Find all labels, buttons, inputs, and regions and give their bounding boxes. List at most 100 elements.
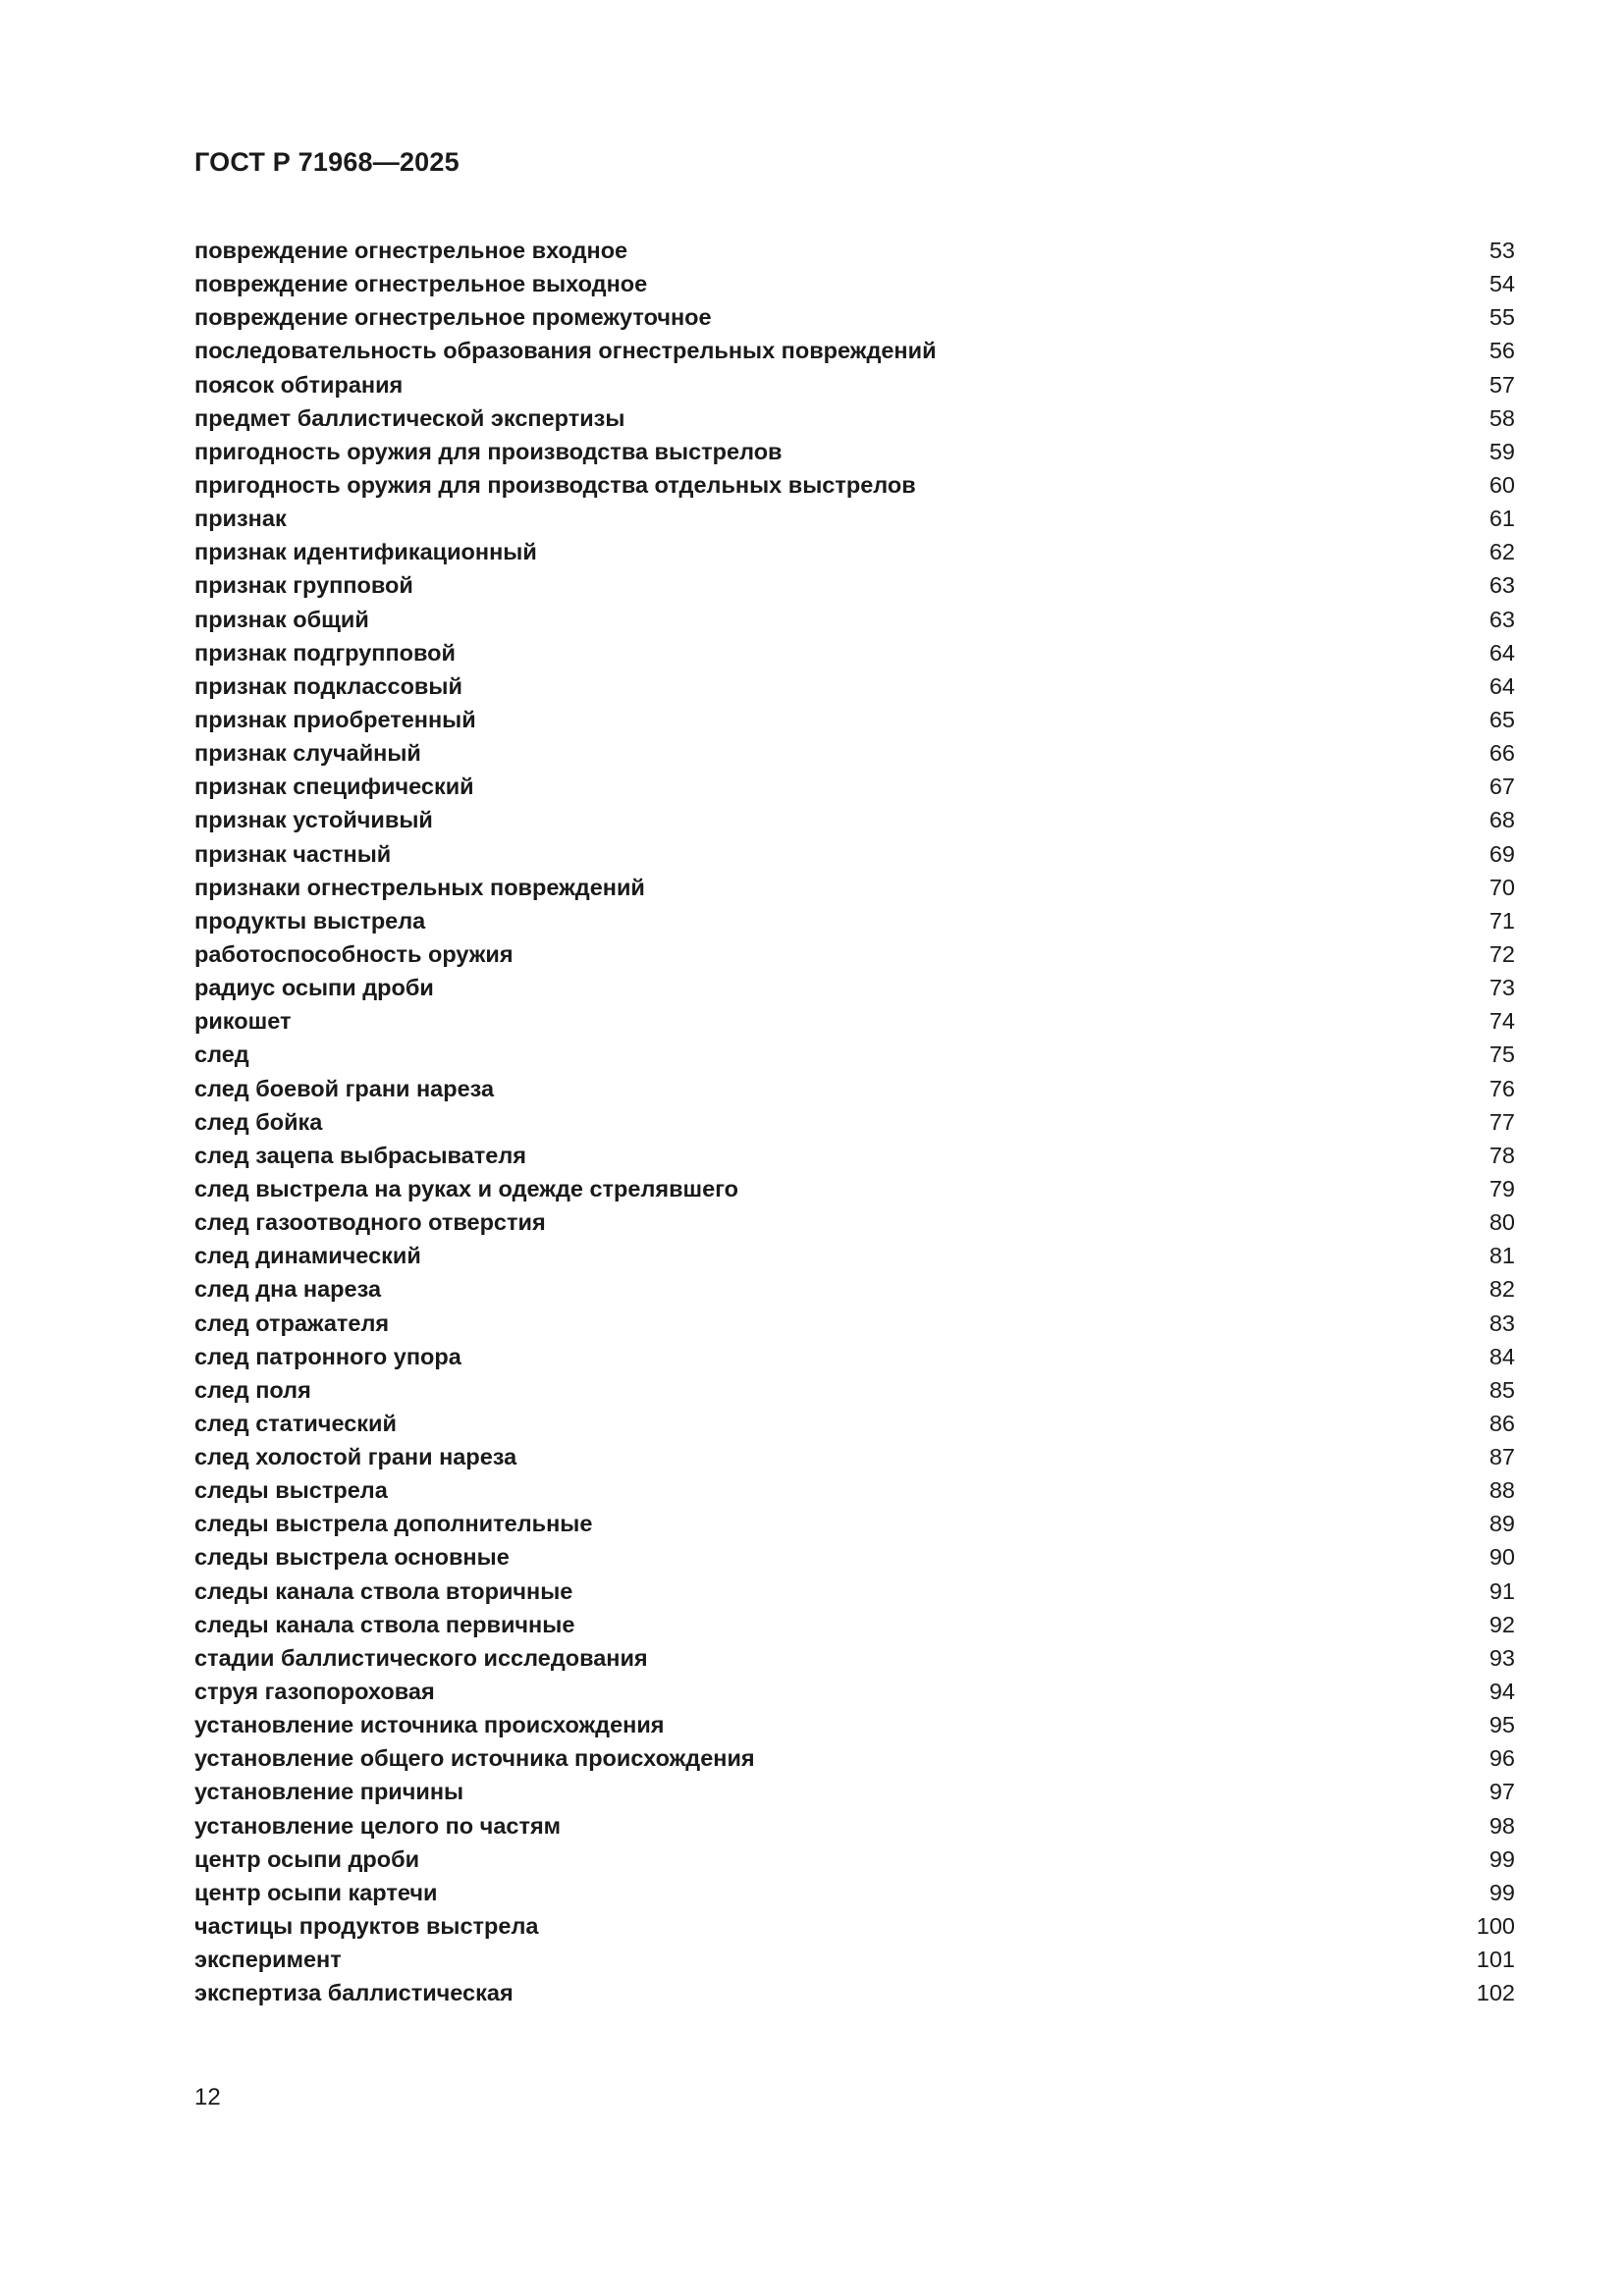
index-entry: пригодность оружия для производства отде… bbox=[194, 468, 1515, 502]
index-entry: признак подклассовый 64 bbox=[194, 669, 1515, 703]
index-term: последовательность образования огнестрел… bbox=[194, 338, 937, 364]
index-term: центр осыпи картечи bbox=[194, 1879, 438, 1905]
index-entry: установление источника происхождения 95 bbox=[194, 1708, 1515, 1741]
index-entry: частицы продуктов выстрела 100 bbox=[194, 1909, 1515, 1943]
index-page-ref: 102 bbox=[1476, 1980, 1515, 2006]
index-page-ref: 67 bbox=[1489, 774, 1515, 800]
index-term: радиус осыпи дроби bbox=[194, 975, 434, 1001]
index-page-ref: 55 bbox=[1489, 304, 1515, 331]
index-term: установление источника происхождения bbox=[194, 1712, 665, 1738]
index-term: пригодность оружия для производства выст… bbox=[194, 438, 783, 464]
index-entry: последовательность образования огнестрел… bbox=[194, 334, 1515, 367]
index-term: струя газопороховая bbox=[194, 1679, 435, 1705]
index-entry: повреждение огнестрельное промежуточное 5… bbox=[194, 300, 1515, 334]
index-entry: след патронного упора 84 bbox=[194, 1340, 1515, 1373]
index-entry: следы канала ствола первичные 92 bbox=[194, 1608, 1515, 1641]
index-term: признаки огнестрельных повреждений bbox=[194, 874, 645, 900]
index-entry: след динамический 81 bbox=[194, 1239, 1515, 1272]
index-term: поясок обтирания bbox=[194, 371, 404, 398]
index-page-ref: 98 bbox=[1489, 1812, 1515, 1839]
index-term: центр осыпи дроби bbox=[194, 1845, 420, 1872]
index-entry: продукты выстрела 71 bbox=[194, 904, 1515, 937]
index-page-ref: 78 bbox=[1489, 1142, 1515, 1168]
index-page-ref: 77 bbox=[1489, 1108, 1515, 1135]
index-term: след боевой грани нареза bbox=[194, 1075, 495, 1101]
term-index-list: повреждение огнестрельное входное 53 повре… bbox=[194, 234, 1515, 2009]
index-page-ref: 88 bbox=[1489, 1477, 1515, 1504]
index-page-ref: 63 bbox=[1489, 572, 1515, 599]
index-entry: предмет баллистической экспертизы 58 bbox=[194, 401, 1515, 435]
index-entry: установление причины 97 bbox=[194, 1775, 1515, 1808]
index-entry: след зацепа выбрасывателя 78 bbox=[194, 1139, 1515, 1172]
index-page-ref: 100 bbox=[1476, 1913, 1515, 1940]
index-page-ref: 69 bbox=[1489, 840, 1515, 867]
index-term: повреждение огнестрельное входное bbox=[194, 238, 628, 263]
index-page-ref: 99 bbox=[1489, 1879, 1515, 1905]
index-term: признак подклассовый bbox=[194, 672, 462, 699]
index-term: продукты выстрела bbox=[194, 907, 426, 934]
index-term: след bbox=[194, 1041, 249, 1068]
index-term: след статический bbox=[194, 1410, 397, 1436]
index-term: след дна нареза bbox=[194, 1276, 382, 1303]
index-page-ref: 72 bbox=[1489, 940, 1515, 967]
index-term: признак приобретенный bbox=[194, 706, 476, 732]
index-entry: след бойка 77 bbox=[194, 1105, 1515, 1139]
index-term: следы выстрела дополнительные bbox=[194, 1511, 593, 1537]
index-entry: след боевой грани нареза 76 bbox=[194, 1072, 1515, 1105]
index-entry: стадии баллистического исследования 93 bbox=[194, 1641, 1515, 1675]
index-entry: следы выстрела 88 bbox=[194, 1473, 1515, 1507]
index-entry: следы выстрела дополнительные 89 bbox=[194, 1507, 1515, 1540]
index-entry: признак идентификационный 62 bbox=[194, 535, 1515, 568]
index-page-ref: 58 bbox=[1489, 404, 1515, 431]
index-term: признак подгрупповой bbox=[194, 639, 456, 666]
index-page-ref: 92 bbox=[1489, 1611, 1515, 1637]
index-entry: след статический 86 bbox=[194, 1407, 1515, 1440]
index-entry: следы канала ствола вторичные 91 bbox=[194, 1575, 1515, 1608]
index-entry: струя газопороховая 94 bbox=[194, 1675, 1515, 1708]
index-page-ref: 60 bbox=[1489, 471, 1515, 498]
index-term: предмет баллистической экспертизы bbox=[194, 404, 625, 431]
index-page-ref: 80 bbox=[1489, 1209, 1515, 1236]
index-term: повреждение огнестрельное выходное bbox=[194, 271, 648, 297]
index-term: признак устойчивый bbox=[194, 807, 433, 833]
index-page-ref: 84 bbox=[1489, 1343, 1515, 1369]
index-page-ref: 89 bbox=[1489, 1511, 1515, 1537]
index-entry: след отражателя 83 bbox=[194, 1307, 1515, 1340]
index-page-ref: 81 bbox=[1489, 1243, 1515, 1269]
index-page-ref: 94 bbox=[1489, 1679, 1515, 1705]
index-term: повреждение огнестрельное промежуточное bbox=[194, 304, 712, 331]
index-entry: след дна нареза 82 bbox=[194, 1272, 1515, 1306]
index-entry: признак подгрупповой 64 bbox=[194, 636, 1515, 669]
index-entry: центр осыпи картечи 99 bbox=[194, 1876, 1515, 1909]
index-term: признак специфический bbox=[194, 774, 474, 800]
index-entry: экспертиза баллистическая 102 bbox=[194, 1976, 1515, 2009]
document-header: ГОСТ Р 71968—2025 bbox=[194, 147, 460, 177]
index-entry: эксперимент 101 bbox=[194, 1943, 1515, 1976]
index-entry: признак специфический 67 bbox=[194, 770, 1515, 803]
index-term: след динамический bbox=[194, 1243, 421, 1269]
index-page-ref: 99 bbox=[1489, 1845, 1515, 1872]
index-entry: поясок обтирания 57 bbox=[194, 368, 1515, 401]
index-page-ref: 73 bbox=[1489, 975, 1515, 1001]
index-term: пригодность оружия для производства отде… bbox=[194, 471, 916, 498]
index-entry: повреждение огнестрельное входное 53 bbox=[194, 234, 1515, 267]
index-page-ref: 75 bbox=[1489, 1041, 1515, 1068]
index-page-ref: 61 bbox=[1489, 506, 1515, 532]
index-entry: рикошет 74 bbox=[194, 1004, 1515, 1038]
index-term: следы канала ствола первичные bbox=[194, 1611, 575, 1637]
index-term: частицы продуктов выстрела bbox=[194, 1913, 539, 1940]
index-page-ref: 53 bbox=[1489, 238, 1515, 263]
index-term: след выстрела на руках и одежде стрелявш… bbox=[194, 1175, 739, 1201]
index-term: след отражателя bbox=[194, 1309, 390, 1336]
index-entry: центр осыпи дроби 99 bbox=[194, 1842, 1515, 1876]
index-term: установление целого по частям bbox=[194, 1812, 562, 1839]
index-entry: след поля 85 bbox=[194, 1373, 1515, 1407]
index-page-ref: 97 bbox=[1489, 1779, 1515, 1805]
index-entry: следы выстрела основные 90 bbox=[194, 1540, 1515, 1574]
index-page-ref: 93 bbox=[1489, 1644, 1515, 1671]
index-page-ref: 56 bbox=[1489, 338, 1515, 364]
index-entry: признак общий 63 bbox=[194, 603, 1515, 636]
index-page-ref: 83 bbox=[1489, 1309, 1515, 1336]
index-term: экспертиза баллистическая bbox=[194, 1980, 514, 2006]
index-term: следы выстрела bbox=[194, 1477, 388, 1504]
